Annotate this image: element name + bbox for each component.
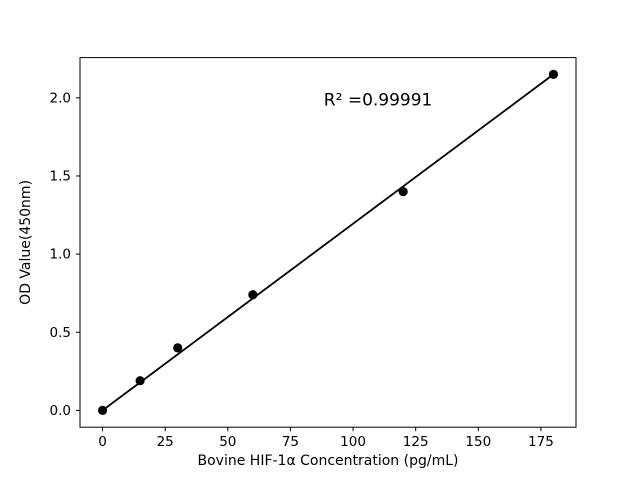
y-tick-label: 0.5 — [50, 325, 71, 341]
x-tick-label: 125 — [403, 434, 429, 450]
data-point — [135, 376, 145, 386]
x-tick-label: 175 — [528, 434, 554, 450]
y-tick-label: 1.0 — [50, 247, 71, 263]
x-tick-label: 25 — [157, 434, 174, 450]
x-tick-label: 100 — [340, 434, 366, 450]
y-axis-label: OD Value(450nm) — [18, 180, 34, 305]
data-point — [398, 187, 408, 197]
x-axis-label: Bovine HIF-1α Concentration (pg/mL) — [198, 453, 459, 469]
fit-line — [102, 73, 554, 412]
data-point — [97, 405, 108, 415]
data-point — [548, 69, 559, 79]
x-tick-label: 150 — [465, 434, 491, 450]
data-point — [248, 290, 258, 300]
r-squared-annotation: R² =0.99991 — [324, 91, 433, 111]
plot-border — [79, 57, 577, 428]
x-tick-label: 50 — [219, 434, 236, 450]
y-tick-label: 2.0 — [50, 90, 71, 106]
x-tick-label: 0 — [98, 434, 107, 450]
data-point — [173, 343, 183, 353]
y-tick-label: 1.5 — [50, 168, 71, 184]
x-tick-label: 75 — [282, 434, 299, 450]
y-tick-label: 0.0 — [50, 403, 71, 419]
